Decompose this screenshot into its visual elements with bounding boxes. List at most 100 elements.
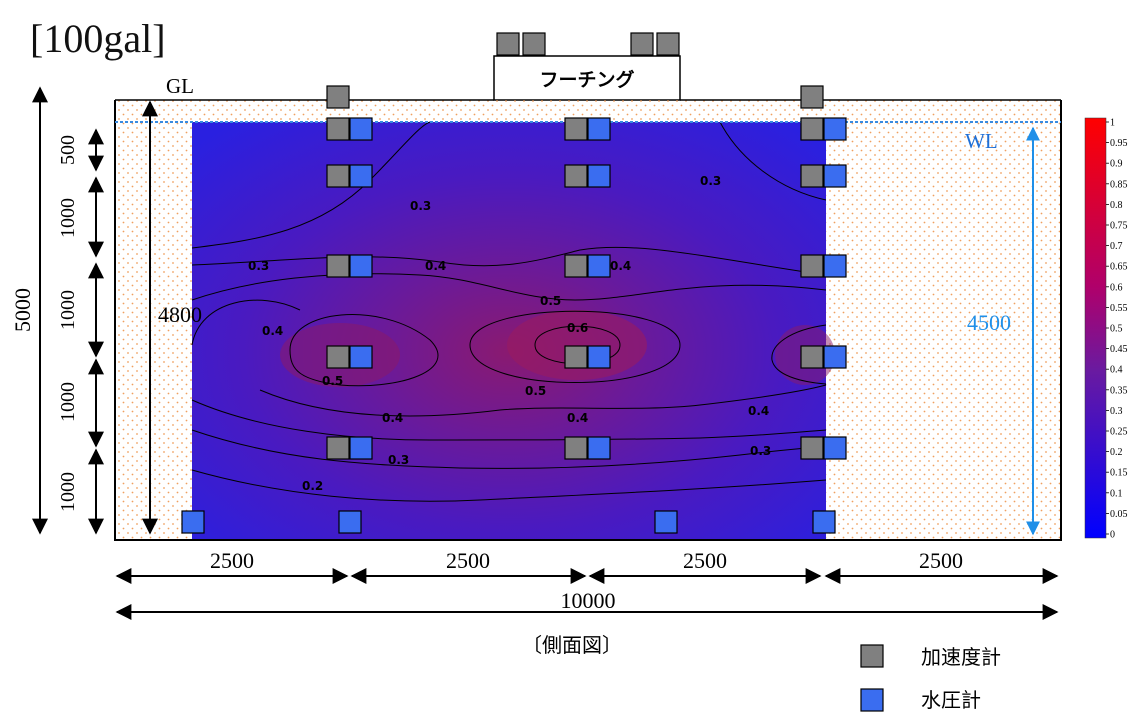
accelerometer-marker <box>564 164 588 188</box>
contour-label: 0.3 <box>700 174 721 188</box>
dimension-label: 1000 <box>57 382 79 422</box>
accelerometer-marker <box>522 32 546 56</box>
dimension-label: 1000 <box>57 472 79 512</box>
wl-label: WL <box>965 129 998 153</box>
contour-lines <box>191 121 827 502</box>
contour-label: 0.3 <box>388 453 409 467</box>
legend-label-pressure-gauge: 水圧計 <box>921 688 981 712</box>
horizontal-dimension-labels: 2500 2500 2500 2500 10000 <box>210 548 963 613</box>
accelerometer-marker <box>800 345 824 369</box>
water-contour-region <box>192 122 826 540</box>
contour-line <box>719 121 827 201</box>
contour-line <box>469 310 681 383</box>
pressure-gauge-marker <box>587 164 611 188</box>
colorbar-tick-label: 0.3 <box>1110 406 1123 417</box>
colorbar-tick-label: 0.2 <box>1110 447 1123 458</box>
contour-label: 0.3 <box>410 199 431 213</box>
colorbar-tick-label: 1 <box>1110 118 1115 129</box>
colorbar-tick-label: 0.95 <box>1110 138 1128 149</box>
dimension-water-height: 4500 <box>967 310 1011 335</box>
footing-label: フーチング <box>539 68 634 91</box>
gl-label: GL <box>166 74 194 98</box>
pressure-gauge-marker <box>349 117 373 141</box>
accelerometer-marker <box>326 345 350 369</box>
pressure-gauge-marker <box>823 345 847 369</box>
contour-line <box>191 399 827 441</box>
accelerometer-marker <box>800 254 824 278</box>
accelerometer-marker <box>326 254 350 278</box>
accelerometer-marker <box>564 254 588 278</box>
contour-value-labels: 0.3 0.3 0.3 0.4 0.4 0.4 0.5 0.5 0.5 0.6 … <box>248 174 771 493</box>
colorbar <box>1084 117 1107 539</box>
footing-box <box>493 55 681 101</box>
pressure-gauge-marker <box>587 117 611 141</box>
figure-caption: 〔側面図〕 <box>522 633 622 657</box>
accelerometer-marker <box>800 117 824 141</box>
legend-swatch-pressure-gauge <box>860 688 884 712</box>
accelerometer-marker <box>326 164 350 188</box>
dimension-label: 500 <box>57 135 79 165</box>
contour-label: 0.5 <box>525 384 546 398</box>
pressure-gauge-marker <box>349 345 373 369</box>
pressure-gauge-marker <box>823 254 847 278</box>
pressure-gauge-marker <box>587 436 611 460</box>
figure-title: [100gal] <box>30 16 166 61</box>
accelerometer-marker <box>326 436 350 460</box>
accelerometer-marker <box>800 85 824 109</box>
legend: 加速度計 水圧計 <box>860 644 1001 712</box>
pressure-gauge-marker <box>349 254 373 278</box>
dimension-total-height: 5000 <box>10 288 35 332</box>
colorbar-tick-label: 0.25 <box>1110 427 1128 438</box>
accelerometer-marker <box>800 164 824 188</box>
legend-label-accelerometer: 加速度計 <box>921 645 1001 669</box>
accelerometer-marker <box>630 32 654 56</box>
dimension-label: 2500 <box>683 548 727 573</box>
colorbar-tick-label: 0 <box>1110 530 1115 541</box>
pressure-gauge-marker <box>349 164 373 188</box>
dimension-label: 1000 <box>57 198 79 238</box>
colorbar-tick-label: 0.9 <box>1110 159 1123 170</box>
colorbar-tick-label: 0.15 <box>1110 468 1128 479</box>
contour-label: 0.2 <box>302 479 323 493</box>
contour-line <box>771 324 827 385</box>
colorbar-tick-label: 0.1 <box>1110 488 1123 499</box>
contour-label: 0.5 <box>540 294 561 308</box>
horizontal-dimensions <box>115 568 1059 620</box>
vertical-dimension-labels: 500 1000 1000 1000 1000 <box>57 135 79 512</box>
accelerometer-marker <box>564 345 588 369</box>
dimension-label: 1000 <box>57 290 79 330</box>
colorbar-tick-label: 0.85 <box>1110 179 1128 190</box>
pressure-gauge-marker <box>823 436 847 460</box>
sensor-array <box>181 85 847 534</box>
accelerometer-marker <box>326 117 350 141</box>
contour-line <box>191 246 827 276</box>
dimension-total-width: 10000 <box>561 588 616 613</box>
dimension-label: 2500 <box>919 548 963 573</box>
colorbar-tick-label: 0.65 <box>1110 262 1128 273</box>
contour-label: 0.4 <box>425 259 446 273</box>
dimension-label: 2500 <box>446 548 490 573</box>
colorbar-tick-label: 0.35 <box>1110 385 1128 396</box>
contour-label: 0.4 <box>382 411 403 425</box>
colorbar-tick-label: 0.6 <box>1110 282 1123 293</box>
pressure-gauge-marker <box>587 254 611 278</box>
colorbar-ticks: 1 0.95 0.9 0.85 0.8 0.75 0.7 0.65 0.6 0.55 0.5 0.45… <box>1106 118 1128 541</box>
contour-line <box>191 469 827 502</box>
pressure-gauge-marker <box>349 436 373 460</box>
contour-label: 0.4 <box>262 324 283 338</box>
pressure-gauge-marker <box>181 510 205 534</box>
contour-label: 0.4 <box>748 404 769 418</box>
contour-label: 0.3 <box>248 259 269 273</box>
accelerometer-marker <box>656 32 680 56</box>
contour-label: 0.4 <box>610 259 631 273</box>
colorbar-tick-label: 0.4 <box>1110 365 1123 376</box>
contour-peak <box>507 310 647 380</box>
contour-label: 0.5 <box>322 374 343 388</box>
pressure-gauge-marker <box>823 117 847 141</box>
contour-line <box>191 299 301 346</box>
accelerometer-marker <box>800 436 824 460</box>
accelerometer-marker <box>326 85 350 109</box>
contour-line <box>191 429 827 469</box>
contour-line <box>534 325 621 365</box>
pressure-gauge-marker <box>812 510 836 534</box>
